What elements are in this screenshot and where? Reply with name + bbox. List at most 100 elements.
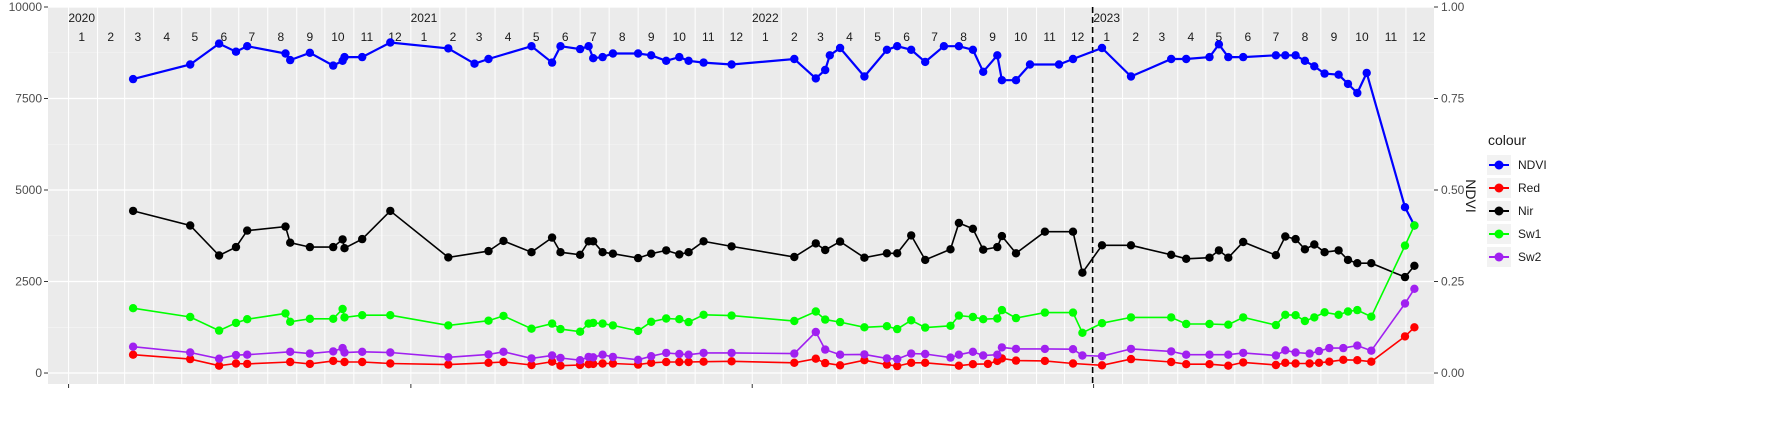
- data-point-red: [329, 356, 338, 366]
- data-point-red: [1167, 357, 1176, 367]
- legend-title: colour: [1488, 132, 1526, 148]
- data-point-sw2: [527, 354, 536, 363]
- data-point-red: [835, 361, 845, 370]
- data-point-red: [1239, 358, 1248, 367]
- data-point-sw2: [1400, 299, 1410, 308]
- data-point-ndvi: [921, 57, 930, 67]
- data-point-nir: [231, 242, 241, 252]
- data-point-ndvi: [1214, 40, 1224, 49]
- data-point-nir: [575, 250, 585, 259]
- data-point-red: [444, 360, 453, 369]
- data-point-sw1: [907, 316, 916, 325]
- data-point-nir: [128, 206, 138, 216]
- data-point-nir: [790, 252, 799, 262]
- data-point-sw1: [790, 316, 799, 326]
- data-point-ndvi: [358, 52, 367, 62]
- data-point-sw1: [1078, 328, 1087, 337]
- data-point-nir: [556, 248, 565, 257]
- data-point-sw2: [1367, 346, 1376, 355]
- month-label: 5: [874, 30, 881, 44]
- data-point-sw1: [499, 311, 508, 321]
- data-point-red: [1325, 357, 1334, 366]
- data-point-sw2: [1011, 344, 1021, 354]
- data-point-ndvi: [790, 54, 799, 64]
- data-point-red: [608, 359, 618, 368]
- data-point-ndvi: [699, 58, 708, 67]
- data-point-sw2: [907, 349, 916, 358]
- data-point-nir: [1224, 253, 1233, 262]
- data-point-ndvi: [128, 74, 138, 84]
- data-point-nir: [589, 237, 598, 246]
- data-point-red: [358, 357, 367, 367]
- data-point-sw1: [727, 311, 736, 320]
- data-point-nir: [633, 253, 643, 263]
- data-point-ndvi: [954, 42, 964, 51]
- data-point-sw1: [1011, 313, 1021, 323]
- data-point-ndvi: [825, 51, 834, 60]
- data-point-nir: [281, 222, 290, 231]
- data-point-red: [647, 358, 656, 367]
- data-point-sw1: [186, 312, 195, 322]
- data-point-nir: [946, 245, 955, 254]
- data-point-ndvi: [1239, 52, 1248, 62]
- month-label: 4: [846, 30, 853, 44]
- month-label: 3: [134, 30, 141, 44]
- series-layer: [128, 38, 1419, 371]
- data-point-nir: [1291, 234, 1300, 244]
- data-point-sw2: [231, 350, 241, 360]
- data-point-nir: [608, 249, 618, 258]
- series-line-red: [133, 326, 1415, 367]
- legend-key-point: [1494, 252, 1504, 262]
- data-point-nir: [527, 248, 536, 257]
- data-point-sw2: [1239, 348, 1248, 358]
- data-point-sw1: [946, 321, 955, 330]
- data-point-ndvi: [811, 74, 820, 83]
- month-label: 4: [163, 30, 170, 44]
- data-point-red: [675, 357, 684, 367]
- data-point-sw2: [556, 353, 565, 363]
- month-label: 7: [590, 30, 597, 44]
- data-point-ndvi: [1400, 203, 1410, 212]
- month-label: 11: [361, 30, 374, 44]
- data-point-nir: [893, 249, 902, 258]
- data-point-sw2: [358, 347, 367, 356]
- legend-key-point: [1494, 183, 1504, 193]
- month-label: 11: [702, 30, 715, 44]
- month-label: 8: [960, 30, 967, 44]
- month-label: 7: [1273, 30, 1280, 44]
- data-point-sw2: [790, 349, 799, 358]
- year-label: 2023: [1093, 11, 1120, 25]
- data-point-sw1: [214, 326, 224, 335]
- data-point-nir: [979, 245, 988, 254]
- data-point-sw1: [1353, 305, 1362, 315]
- data-point-sw2: [1040, 344, 1050, 354]
- data-point-sw2: [633, 355, 643, 364]
- data-point-nir: [860, 253, 869, 262]
- data-point-sw2: [968, 347, 978, 356]
- data-point-nir: [1334, 246, 1343, 255]
- data-point-ndvi: [470, 59, 479, 68]
- data-point-nir: [499, 236, 508, 246]
- data-point-ndvi: [675, 52, 684, 62]
- data-point-sw1: [1291, 311, 1300, 320]
- data-point-red: [598, 359, 607, 368]
- data-point-sw1: [811, 307, 820, 316]
- ytick-right-label: 0.75: [1441, 92, 1465, 106]
- data-point-nir: [338, 235, 347, 244]
- data-point-nir: [993, 242, 1002, 252]
- data-point-nir: [358, 234, 367, 244]
- data-point-sw1: [1126, 313, 1136, 322]
- data-point-nir: [1343, 255, 1353, 265]
- data-point-sw1: [1367, 312, 1376, 321]
- data-point-sw1: [386, 311, 395, 320]
- data-point-sw2: [811, 327, 820, 337]
- data-point-sw1: [1239, 313, 1248, 322]
- year-label: 2022: [752, 11, 779, 25]
- data-point-nir: [386, 206, 395, 216]
- legend-key-point: [1494, 229, 1504, 239]
- data-point-red: [662, 357, 671, 367]
- data-point-sw1: [547, 319, 557, 328]
- month-label: 11: [1385, 30, 1398, 44]
- data-point-ndvi: [1068, 54, 1078, 64]
- data-point-sw2: [547, 351, 557, 360]
